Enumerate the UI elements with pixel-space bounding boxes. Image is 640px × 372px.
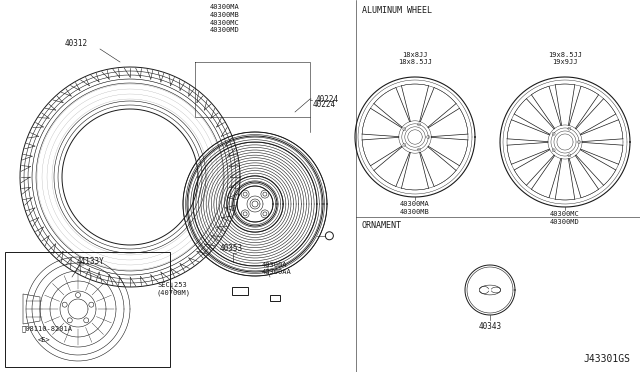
Text: 18x8JJ
18x8.5JJ: 18x8JJ 18x8.5JJ — [398, 51, 432, 65]
Text: <E>: <E> — [38, 337, 51, 343]
Text: 19x8.5JJ
19x9JJ: 19x8.5JJ 19x9JJ — [548, 51, 582, 65]
Text: 40300A
40300AA: 40300A 40300AA — [262, 262, 292, 276]
Text: 40343: 40343 — [479, 322, 502, 331]
Text: 40224: 40224 — [313, 99, 336, 109]
Text: ALUMINUM WHEEL: ALUMINUM WHEEL — [362, 6, 432, 15]
Text: SEC.253
(40700M): SEC.253 (40700M) — [157, 282, 191, 296]
Text: J43301GS: J43301GS — [583, 354, 630, 364]
Text: 40300MA
40300MB: 40300MA 40300MB — [400, 201, 430, 215]
Text: 40300MC
40300MD: 40300MC 40300MD — [550, 211, 580, 224]
Text: 40300MA
40300MB
40300MC
40300MD: 40300MA 40300MB 40300MC 40300MD — [210, 4, 240, 33]
Text: 44133Y: 44133Y — [77, 257, 105, 266]
Text: 40353: 40353 — [220, 244, 243, 253]
Text: ORNAMENT: ORNAMENT — [362, 221, 402, 230]
Text: 40312: 40312 — [65, 39, 88, 48]
Text: ゃ08110-8201A: ゃ08110-8201A — [22, 325, 73, 331]
Text: 40224: 40224 — [316, 94, 339, 103]
